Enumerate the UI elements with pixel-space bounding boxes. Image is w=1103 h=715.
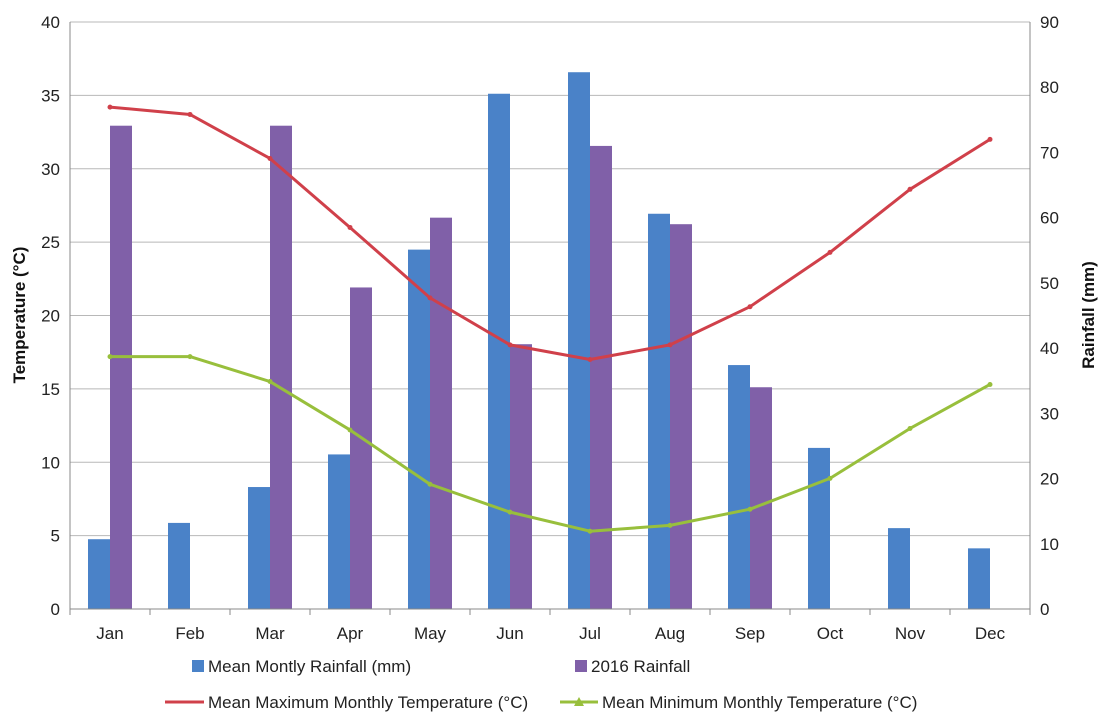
y-tick-label-right: 30 [1040,404,1059,423]
point-min-temp-apr [347,427,353,433]
y-tick-label-right: 80 [1040,78,1059,97]
y-tick-label-left: 35 [41,86,60,105]
point-min-temp-sep [747,506,753,512]
y-tick-label-left: 5 [51,527,60,546]
y-tick-label-right: 10 [1040,535,1059,554]
y-tick-label-left: 10 [41,453,60,472]
legend-label-mean-rainfall: Mean Montly Rainfall (mm) [208,657,411,676]
y-tick-label-right: 0 [1040,600,1049,619]
axes [69,22,1031,615]
legend-item-2016-rainfall: 2016 Rainfall [575,657,690,676]
x-tick-label: Mar [255,624,285,643]
point-max-temp-sep [747,304,753,310]
point-max-temp-dec [987,136,993,142]
tick-labels: 0 5 10 15 20 25 30 35 40 0 10 20 30 40 50 60 70 80 90 Jan Fe… [41,13,1059,643]
y-tick-label-right: 90 [1040,13,1059,32]
x-tick-label: Apr [337,624,364,643]
legend-item-min-temp: Mean Minimum Monthly Temperature (°C) [560,693,917,712]
bar-mean-rainfall-feb [168,522,190,609]
x-tick-label: Dec [975,624,1006,643]
bar-mean-rainfall-apr [328,454,350,609]
x-tick-label: Aug [655,624,685,643]
bar-mean-rainfall-dec [968,548,990,609]
legend-swatch-mean-rainfall [192,660,204,672]
point-max-temp-jul [587,357,593,363]
point-max-temp-oct [827,249,833,255]
point-max-temp-apr [347,224,353,230]
bar-2016-rainfall-sep [750,387,772,609]
y-tick-label-left: 40 [41,13,60,32]
y-tick-label-left: 30 [41,160,60,179]
point-min-temp-jan [107,354,113,360]
bar-series-layer [88,72,990,609]
y-tick-label-right: 60 [1040,209,1059,228]
y-tick-label-left: 20 [41,307,60,326]
x-tick-label: Sep [735,624,765,643]
x-tick-label: Nov [895,624,926,643]
legend-label-min-temp: Mean Minimum Monthly Temperature (°C) [602,693,917,712]
bar-2016-rainfall-apr [350,287,372,609]
bar-2016-rainfall-mar [270,125,292,609]
y-tick-label-left: 15 [41,380,60,399]
bar-2016-rainfall-jan [110,125,132,609]
x-tick-label: Oct [817,624,844,643]
bar-mean-rainfall-sep [728,365,750,609]
x-tick-label: Jul [579,624,601,643]
point-min-temp-nov [907,425,913,431]
line-min-temp [110,355,991,533]
point-max-temp-mar [267,155,273,161]
bar-mean-rainfall-mar [248,487,270,609]
legend-label-max-temp: Mean Maximum Monthly Temperature (°C) [208,693,528,712]
point-min-temp-jun [507,509,513,515]
bar-2016-rainfall-jun [510,344,532,609]
point-min-temp-jul [587,528,593,534]
bar-mean-rainfall-may [408,249,430,609]
y-tick-label-right: 50 [1040,274,1059,293]
line-series-layer [107,104,993,534]
legend-item-max-temp: Mean Maximum Monthly Temperature (°C) [165,693,528,712]
bar-mean-rainfall-oct [808,447,830,609]
bar-2016-rainfall-may [430,217,452,609]
point-max-temp-aug [667,342,673,348]
x-tick-label: Jun [496,624,523,643]
legend-label-2016-rainfall: 2016 Rainfall [591,657,690,676]
point-max-temp-nov [907,186,913,192]
point-max-temp-jun [507,342,513,348]
y-tick-label-left: 0 [51,600,60,619]
bar-2016-rainfall-aug [670,224,692,609]
y-axis-title-right: Rainfall (mm) [1079,261,1098,369]
point-min-temp-oct [827,475,833,481]
line-max-temp [109,105,991,362]
bar-2016-rainfall-jul [590,145,612,609]
bar-mean-rainfall-jul [568,72,590,609]
point-min-temp-dec [987,381,993,387]
point-min-temp-may [427,481,433,487]
y-axis-title-left: Temperature (°C) [10,247,29,384]
y-tick-label-left: 25 [41,233,60,252]
point-max-temp-may [427,295,433,301]
point-max-temp-feb [187,111,193,117]
legend-item-mean-rainfall: Mean Montly Rainfall (mm) [192,657,411,676]
legend: Mean Montly Rainfall (mm) 2016 Rainfall … [165,657,917,712]
bar-mean-rainfall-nov [888,528,910,609]
y-tick-label-right: 70 [1040,143,1059,162]
y-tick-label-right: 20 [1040,470,1059,489]
bar-mean-rainfall-jun [488,93,510,609]
point-min-temp-feb [187,354,193,360]
point-min-temp-mar [267,379,273,385]
bar-mean-rainfall-jan [88,539,110,609]
point-min-temp-aug [667,522,673,528]
y-tick-label-right: 40 [1040,339,1059,358]
legend-swatch-2016-rainfall [575,660,587,672]
bar-mean-rainfall-aug [648,213,670,609]
x-tick-label: Jan [96,624,123,643]
grid-lines [70,21,1030,610]
point-max-temp-jan [107,104,113,110]
legend-marker-min-temp [574,697,584,706]
x-tick-label: May [414,624,447,643]
x-tick-label: Feb [175,624,204,643]
